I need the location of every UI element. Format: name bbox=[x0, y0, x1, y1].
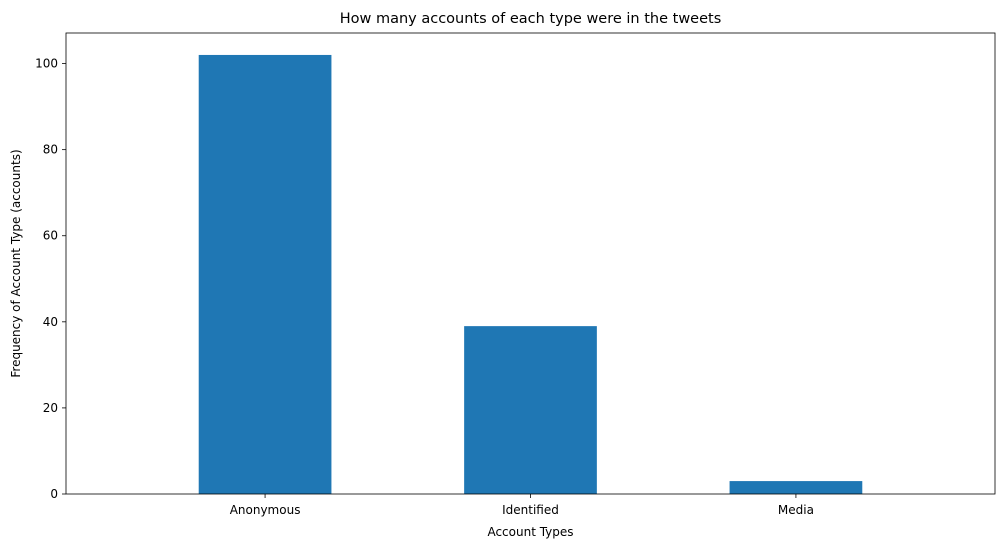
y-tick-label: 40 bbox=[43, 315, 58, 329]
x-axis-label: Account Types bbox=[487, 525, 573, 539]
plot-area-frame bbox=[65, 32, 996, 495]
y-tick-label: 80 bbox=[43, 143, 58, 157]
x-tick-label: Identified bbox=[502, 503, 559, 517]
y-axis-label: Frequency of Account Type (accounts) bbox=[9, 149, 23, 377]
bar-anonymous bbox=[198, 54, 332, 494]
x-tick-label: Anonymous bbox=[230, 503, 301, 517]
y-tick-label: 0 bbox=[50, 487, 58, 501]
x-axis-ticks: Anonymous Identified Media bbox=[230, 494, 814, 517]
y-tick-label: 20 bbox=[43, 401, 58, 415]
y-tick-label: 100 bbox=[35, 57, 58, 71]
bar-identified bbox=[464, 326, 597, 494]
y-axis-ticks: 0 20 40 60 80 100 bbox=[35, 57, 66, 501]
bars-layer bbox=[198, 54, 863, 494]
x-tick-label: Media bbox=[778, 503, 814, 517]
chart-title: How many accounts of each type were in t… bbox=[340, 11, 722, 27]
y-tick-label: 60 bbox=[43, 229, 58, 243]
bar-media bbox=[729, 481, 863, 494]
